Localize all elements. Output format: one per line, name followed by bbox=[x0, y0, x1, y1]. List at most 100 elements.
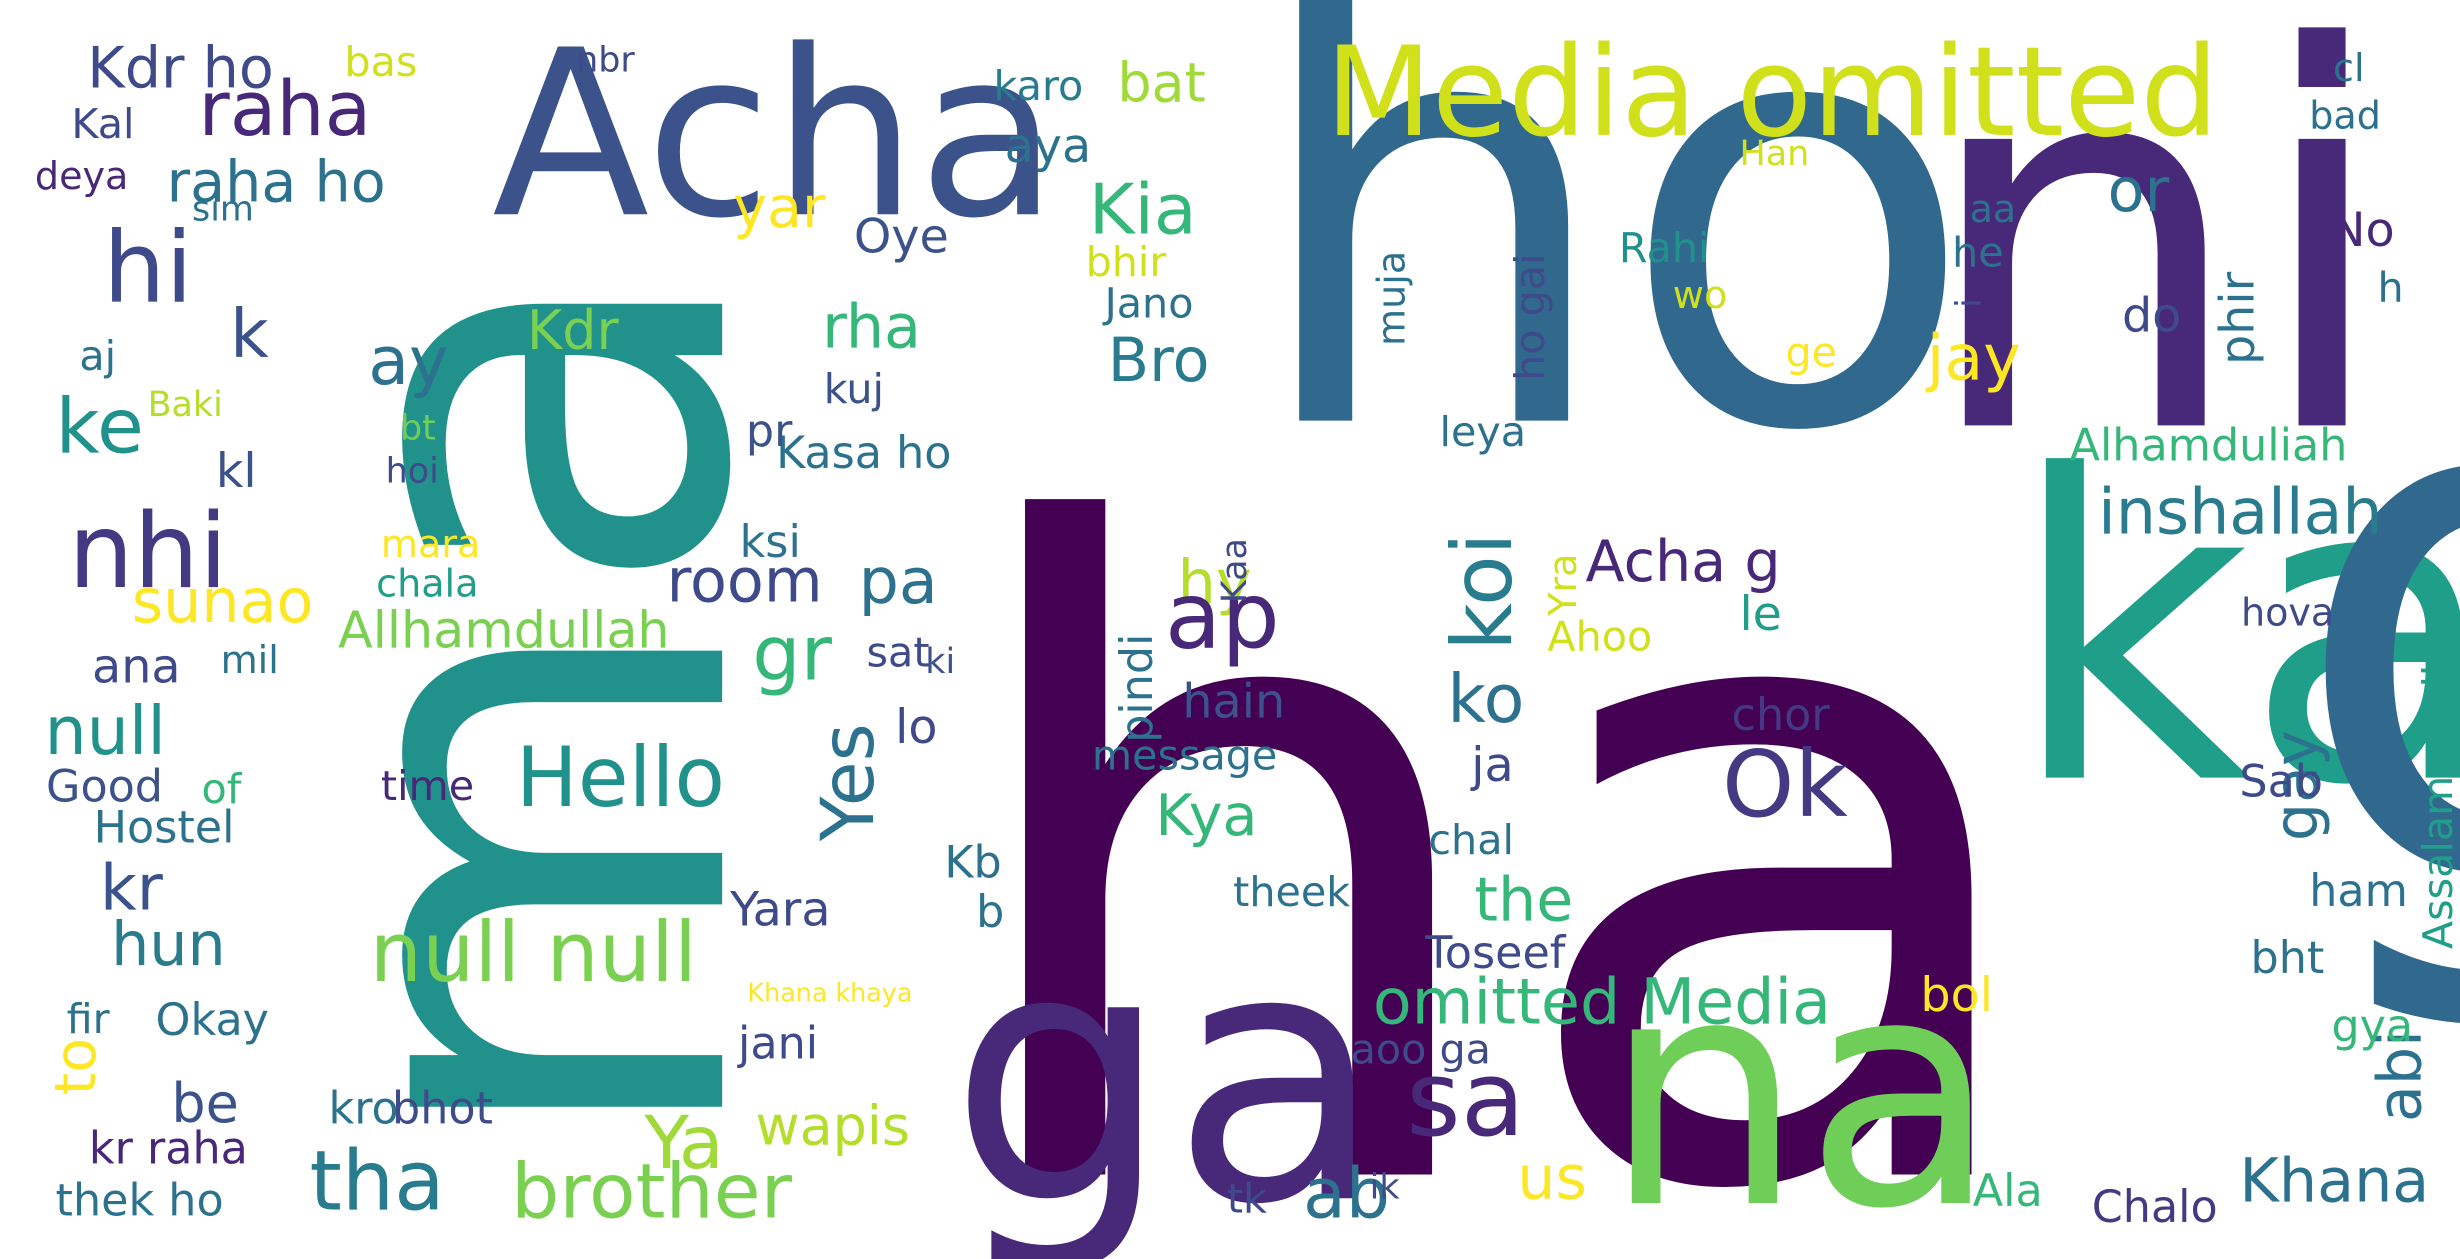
word-ana: ana bbox=[92, 639, 181, 694]
word-bt: bt bbox=[400, 409, 436, 449]
word-media-omitted: Media omitted bbox=[1325, 21, 2219, 165]
word-or: or bbox=[2108, 156, 2170, 226]
word-jano: Jano bbox=[1102, 279, 1194, 327]
word-aa: aa bbox=[1970, 187, 2017, 231]
word-bad: bad bbox=[2309, 94, 2381, 138]
word-oye: Oye bbox=[854, 209, 949, 264]
word-ya: Ya bbox=[643, 1101, 723, 1186]
word-aya: aya bbox=[1005, 119, 1092, 174]
word-acha-g: Acha g bbox=[1586, 529, 1781, 595]
word-room: room bbox=[667, 547, 823, 617]
word-pa: pa bbox=[859, 544, 938, 618]
word-tk: tk bbox=[1227, 1175, 1267, 1223]
word-ge: ge bbox=[1785, 329, 1837, 377]
word-kb: Kb bbox=[944, 838, 1001, 889]
word-ki: ki bbox=[925, 642, 955, 682]
word-bas: bas bbox=[344, 38, 417, 86]
word-nbr: nbr bbox=[576, 40, 635, 80]
word-hova: hova bbox=[2241, 590, 2334, 634]
word-cloud-words: hamahonikagganaAchaMedia omittedrahahinh… bbox=[35, 0, 2460, 1259]
word-ho-gai: ho gai bbox=[1506, 253, 1554, 380]
word-ala: Ala bbox=[1973, 1166, 2043, 1217]
word-hun: hun bbox=[111, 910, 226, 980]
word-aj: aj bbox=[79, 332, 116, 380]
word-lo: lo bbox=[895, 700, 937, 755]
word-chal: chal bbox=[1428, 816, 1514, 864]
word-hy: hy bbox=[1178, 548, 1252, 618]
word-kdr: Kdr bbox=[527, 299, 620, 362]
word-ahoo: Ahoo bbox=[1547, 613, 1652, 661]
word-hi: hi bbox=[103, 212, 193, 326]
word-chala: chala bbox=[376, 562, 478, 606]
word-ko: ko bbox=[1447, 660, 1524, 738]
word-gay: gay bbox=[2262, 730, 2332, 841]
word-yes: Yes bbox=[806, 723, 891, 842]
word-hain: hain bbox=[1182, 674, 1285, 729]
word-raha: raha bbox=[198, 64, 371, 153]
word-le: le bbox=[1739, 587, 1782, 642]
word-ik: ik bbox=[1370, 1167, 1401, 1207]
word-i: i bbox=[1950, 298, 1990, 308]
word-nhi: nhi bbox=[68, 492, 227, 612]
word-gr: gr bbox=[752, 608, 832, 697]
word-yara: Yara bbox=[729, 882, 830, 937]
word-message: message bbox=[1092, 732, 1277, 780]
word-rha: rha bbox=[822, 293, 921, 363]
word-khana-khaya: Khana khaya bbox=[748, 977, 913, 1007]
word-ham: ham bbox=[2309, 866, 2408, 917]
word-chor: chor bbox=[1732, 690, 1831, 741]
word-muja: muja bbox=[1370, 251, 1414, 346]
word-jay: jay bbox=[1925, 320, 2021, 394]
word-bat: bat bbox=[1117, 52, 1205, 115]
word-ha: ha bbox=[944, 349, 2052, 1259]
word-be: be bbox=[171, 1072, 238, 1135]
word-kr-raha: kr raha bbox=[89, 1123, 248, 1174]
word-rahi: Rahi bbox=[1619, 224, 1710, 272]
word-karo: karo bbox=[994, 62, 1084, 110]
word-kia: Kia bbox=[1089, 169, 1197, 250]
word-time: time bbox=[381, 762, 474, 810]
word-kro: kro bbox=[329, 1084, 399, 1135]
word-toseef: Toseef bbox=[1424, 928, 1567, 979]
word-ksi: ksi bbox=[740, 517, 801, 568]
word-kr: kr bbox=[100, 850, 164, 924]
word-raha-ho: raha ho bbox=[167, 150, 386, 216]
word-abi: abi bbox=[2365, 1030, 2435, 1122]
word-kasa-ho: Kasa ho bbox=[776, 428, 951, 479]
word-inshallah: inshallah bbox=[2098, 474, 2382, 548]
word-gya: gya bbox=[2331, 1001, 2413, 1052]
word-no: No bbox=[2330, 203, 2395, 258]
word-acha: Acha bbox=[492, 1, 1059, 269]
word-ni: ni bbox=[1917, 0, 2394, 549]
word-yra: Yra bbox=[1541, 554, 1585, 617]
word-na: na bbox=[1603, 908, 1999, 1259]
word-phir: phir bbox=[2211, 271, 2266, 365]
word-aoo-ga: aoo ga bbox=[1351, 1025, 1491, 1073]
word-bhot: bhot bbox=[392, 1084, 493, 1135]
word-allhamdullah: Allhamdullah bbox=[338, 601, 670, 660]
word-good: Good bbox=[46, 761, 163, 812]
word-hoi: hoi bbox=[386, 451, 439, 491]
word-theek: theek bbox=[1233, 868, 1350, 916]
word-b: b bbox=[976, 887, 1004, 938]
word-bht: bht bbox=[2251, 933, 2325, 984]
word-pr: pr bbox=[746, 406, 793, 457]
word-g: g bbox=[2285, 196, 2460, 1046]
word-null: null bbox=[44, 692, 166, 770]
word-mil: mil bbox=[221, 638, 279, 682]
word-h: h bbox=[2377, 264, 2403, 312]
word-cl: cl bbox=[2333, 46, 2365, 90]
word-hello: Hello bbox=[516, 730, 725, 826]
word-do: do bbox=[2122, 289, 2181, 344]
word-han: Han bbox=[1739, 134, 1809, 174]
word-kal: Kal bbox=[71, 100, 134, 148]
word-null-null: null null bbox=[370, 905, 697, 1001]
word-pindi: pindi bbox=[1112, 634, 1163, 743]
word-ay: ay bbox=[368, 322, 448, 400]
word-bol: bol bbox=[1920, 968, 1993, 1023]
word-the: the bbox=[1474, 866, 1573, 936]
word-ab: ab bbox=[1303, 1153, 1390, 1234]
word-brother: brother bbox=[511, 1146, 793, 1235]
word-ma: ma bbox=[192, 252, 857, 1159]
